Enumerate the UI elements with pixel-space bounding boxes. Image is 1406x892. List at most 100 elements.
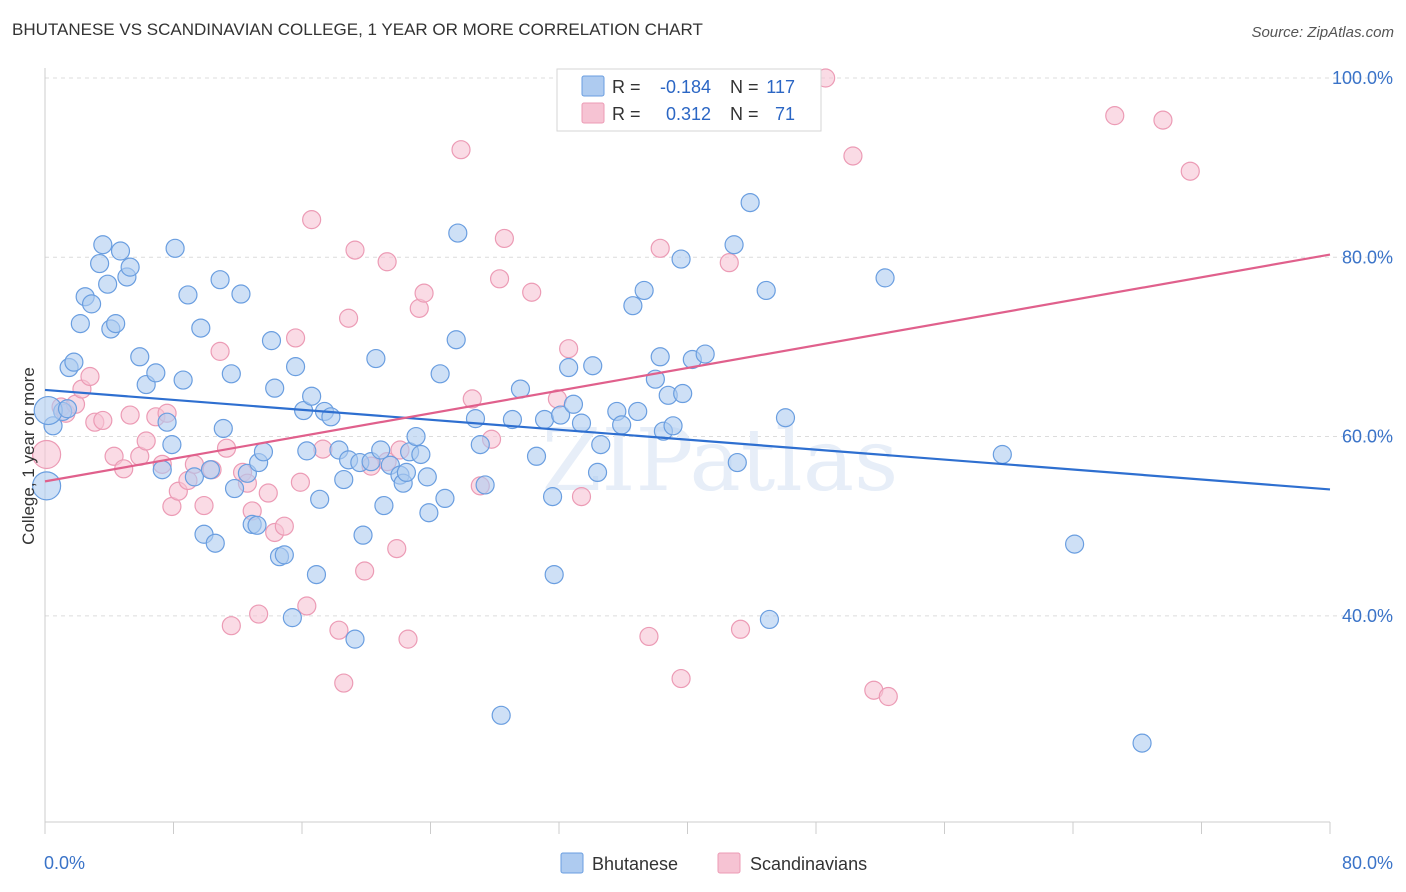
- scandinavians-point: [398, 629, 418, 649]
- bhutanese-point: [274, 545, 294, 565]
- scandinavians-legend-label: Scandinavians: [750, 854, 867, 874]
- legend-n-value-bhutanese: 117: [766, 77, 795, 97]
- y-tick-label: 80.0%: [1342, 247, 1393, 267]
- gridlines: [45, 77, 1390, 617]
- bhutanese-point: [875, 268, 895, 288]
- bhutanese-point: [448, 223, 468, 243]
- scandinavians-point: [285, 328, 306, 348]
- bhutanese-point: [265, 378, 285, 398]
- bhutanese-point: [374, 495, 394, 516]
- x-tick-label: 80.0%: [1342, 853, 1393, 873]
- scandinavians-point: [878, 686, 898, 707]
- bhutanese-point: [465, 409, 486, 429]
- bhutanese-point: [213, 418, 233, 439]
- bhutanese-point: [695, 344, 715, 364]
- bhutanese-point: [446, 330, 466, 350]
- bhutanese-point: [297, 441, 317, 461]
- bhutanese-point: [253, 442, 274, 462]
- bhutanese-point: [261, 331, 282, 351]
- scandinavians-point: [329, 620, 349, 640]
- bhutanese-point: [282, 608, 302, 628]
- scandinavians-point: [313, 439, 333, 459]
- bhutanese-point: [106, 314, 126, 334]
- bhutanese-point: [419, 503, 439, 523]
- bhutanese-point: [775, 408, 796, 428]
- scandinavians-point: [120, 405, 140, 425]
- watermark: ZIPatlas: [542, 411, 898, 511]
- bhutanese-point: [90, 253, 110, 274]
- bhutanese-point: [306, 564, 327, 585]
- scandinavians-point: [297, 596, 317, 616]
- bhutanese-point: [475, 475, 495, 495]
- y-tick-labels: 40.0% 60.0% 80.0% 100.0%: [1332, 68, 1393, 626]
- legend-n-label: N =: [730, 77, 759, 97]
- bhutanese-point: [310, 489, 330, 509]
- trend-lines: [44, 253, 1331, 491]
- bhutanese-point: [724, 235, 744, 255]
- bhutanese-point: [146, 363, 166, 383]
- bhutanese-point: [435, 488, 455, 509]
- scandinavians-point: [221, 616, 241, 636]
- bhutanese-point: [173, 370, 193, 390]
- bhutanese-point: [81, 294, 102, 314]
- bhutanese-point: [178, 285, 198, 305]
- bhutanese-point: [563, 394, 584, 414]
- bhutanese-point: [247, 515, 267, 535]
- legend-r-value-bhutanese: -0.184: [660, 77, 711, 97]
- scandinavians-point: [302, 210, 322, 230]
- bhutanese-point: [221, 364, 241, 384]
- bhutanese-point: [571, 413, 592, 433]
- bhutanese-point: [406, 426, 426, 447]
- bhutanese-point: [200, 460, 221, 480]
- y-tick-label: 100.0%: [1332, 68, 1393, 88]
- bhutanese-point: [70, 314, 90, 334]
- scandinavians-point: [639, 626, 659, 647]
- scandinavians-trend-line: [44, 253, 1331, 483]
- bhutanese-point: [285, 357, 306, 377]
- scandinavians-point: [80, 366, 100, 387]
- bhutanese-point: [628, 401, 648, 422]
- x-tick-label: 0.0%: [44, 853, 85, 873]
- bhutanese-point: [591, 435, 611, 455]
- bhutanese-point: [64, 352, 84, 372]
- scandinavians-point: [522, 282, 542, 302]
- bhutanese-point: [650, 347, 670, 367]
- scandinavians-point: [451, 140, 471, 160]
- bhutanese-point: [417, 467, 437, 487]
- scandinavians-point: [571, 487, 592, 507]
- scandinavians-point: [210, 341, 230, 361]
- bhutanese-point: [334, 469, 354, 490]
- bhutanese-point: [120, 257, 140, 277]
- bhutanese-point: [411, 444, 431, 465]
- scandinavians-point: [1180, 161, 1200, 181]
- bhutanese-point: [740, 192, 760, 213]
- scandinavians-legend-swatch: [717, 852, 741, 874]
- scandinavians-swatch: [581, 102, 605, 124]
- scandinavians-point: [719, 253, 739, 273]
- bhutanese-point: [224, 478, 245, 499]
- bhutanese-point: [165, 238, 185, 258]
- bhutanese-point: [551, 405, 571, 425]
- bhutanese-point: [205, 533, 225, 553]
- bhutanese-point: [162, 435, 182, 455]
- bhutanese-point: [152, 460, 172, 480]
- scandinavians-point: [387, 539, 407, 559]
- y-axis-title: College, 1 year or more: [19, 367, 38, 545]
- legend-r-value-scandinavians: 0.312: [666, 104, 711, 124]
- bhutanese-point: [345, 629, 365, 649]
- legend-r-label: R =: [612, 104, 641, 124]
- scandinavians-points: [32, 68, 1200, 707]
- scandinavians-point: [377, 252, 397, 272]
- bhutanese-point: [191, 318, 211, 338]
- bhutanese-point: [371, 440, 391, 460]
- scandinavians-point: [274, 516, 294, 536]
- scandinavians-point: [355, 561, 375, 581]
- scandinavians-point: [489, 269, 510, 289]
- bhutanese-legend-swatch: [560, 852, 584, 874]
- scandinavians-point: [249, 604, 269, 624]
- bhutanese-point: [534, 409, 555, 430]
- bhutanese-point: [210, 270, 230, 290]
- chart-title: BHUTANESE VS SCANDINAVIAN COLLEGE, 1 YEA…: [12, 20, 703, 39]
- scandinavians-point: [1153, 110, 1173, 130]
